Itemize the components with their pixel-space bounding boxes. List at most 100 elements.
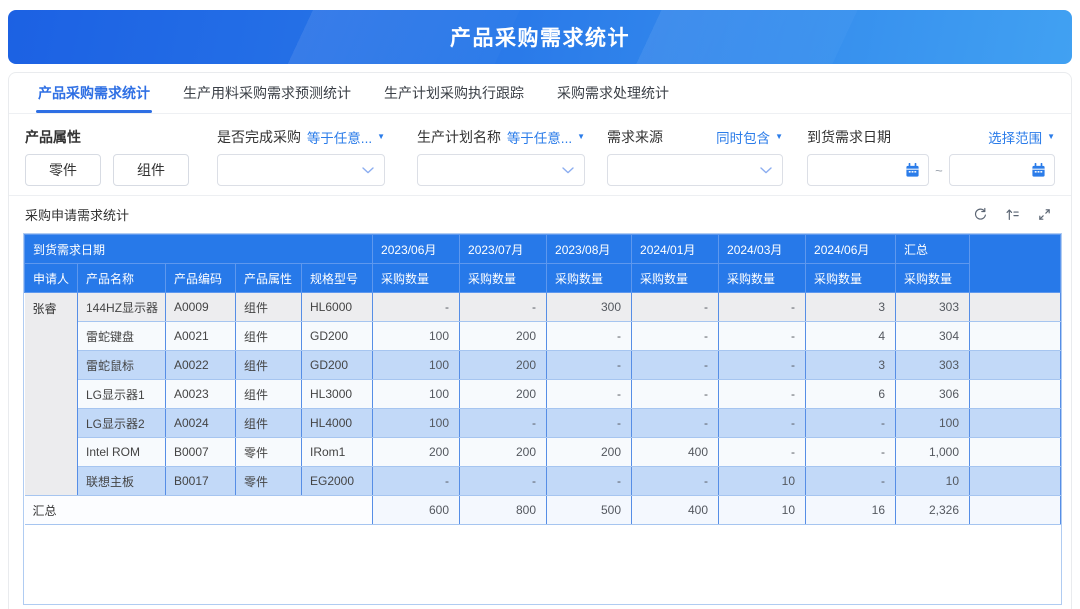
cell-product-code: A0021	[165, 321, 236, 351]
cell-product-code: A0022	[165, 350, 236, 380]
product-attribute-label: 产品属性	[25, 129, 81, 145]
cell-empty	[969, 350, 1061, 380]
arrival-date-label: 到货需求日期	[807, 129, 891, 145]
purchase-complete-operator-dropdown[interactable]: 等于任意... ▼	[307, 127, 385, 147]
cell-total: 10	[895, 466, 971, 496]
page-banner: 产品采购需求统计	[8, 10, 1072, 64]
header-qty: 采购数量	[718, 263, 807, 293]
refresh-icon[interactable]	[972, 207, 988, 223]
header-month: 2024/03月	[718, 234, 807, 264]
purchase-complete-select[interactable]	[217, 154, 385, 186]
caret-down-icon: ▼	[775, 132, 783, 141]
table-row: LG显示器1 A0023 组件 HL3000 100 200- - -6 306	[25, 379, 1061, 409]
cell-qty: 100	[372, 321, 461, 351]
header-month: 2023/07月	[459, 234, 548, 264]
demand-source-label: 需求来源	[607, 129, 663, 145]
purchase-complete-operator-text: 等于任意...	[306, 131, 373, 146]
cell-qty: 6	[805, 379, 897, 409]
cell-qty: 400	[631, 437, 720, 467]
plan-name-label: 生产计划名称	[417, 129, 501, 145]
table-row: 联想主板 B0017 零件 EG2000- - - -10-10	[25, 466, 1061, 496]
header-field: 产品属性	[235, 263, 302, 293]
calendar-icon	[906, 162, 919, 177]
cell-spec: GD200	[301, 321, 374, 351]
summary-qty: 400	[631, 495, 720, 525]
header-qty: 采购数量	[459, 263, 548, 293]
header-qty: 采购数量	[805, 263, 897, 293]
demand-source-operator-text: 同时包含	[716, 131, 771, 146]
row-height-icon[interactable]	[1004, 207, 1020, 223]
product-attr-option-part-button[interactable]: 零件	[25, 154, 101, 186]
header-field: 申请人	[24, 263, 78, 293]
plan-name-operator-dropdown[interactable]: 等于任意... ▼	[507, 127, 585, 147]
tab-material-forecast-stats[interactable]: 生产用料采购需求预测统计	[183, 85, 351, 101]
table-row: Intel ROM B0007 零件 IRom1 200 200 200 400- -1,000	[25, 437, 1061, 467]
table-header-row: 到货需求日期 2023/06月 2023/07月 2023/08月 2024/01月 20…	[24, 234, 1061, 293]
content-card: 产品采购需求统计 生产用料采购需求预测统计 生产计划采购执行跟踪 采购需求处理统…	[8, 72, 1072, 609]
product-attr-option-assembly-button[interactable]: 组件	[113, 154, 189, 186]
cell-qty: -	[718, 321, 807, 351]
plan-name-operator-text: 等于任意...	[506, 131, 573, 146]
cell-qty: 200	[459, 350, 548, 380]
cell-qty: 200	[372, 437, 461, 467]
cell-qty: -	[546, 466, 633, 496]
cell-product-name: LG显示器1	[77, 379, 166, 409]
tab-product-purchase-stats[interactable]: 产品采购需求统计	[36, 73, 152, 113]
arrival-date-start-input[interactable]	[807, 154, 930, 186]
tab-bar: 产品采购需求统计 生产用料采购需求预测统计 生产计划采购执行跟踪 采购需求处理统…	[9, 73, 1071, 114]
cell-qty: 300	[546, 292, 633, 322]
cell-qty: -	[718, 292, 807, 322]
expand-icon[interactable]	[1036, 207, 1052, 223]
cell-qty: 100	[372, 379, 461, 409]
chevron-down-icon	[562, 166, 574, 173]
cell-qty: -	[805, 466, 897, 496]
demand-source-operator-dropdown[interactable]: 同时包含 ▼	[716, 127, 783, 147]
filter-bar: 产品属性 零件 组件 是否完成采购 等于任意... ▼ 生产计划名称	[9, 114, 1071, 196]
cell-qty: -	[459, 466, 548, 496]
tab-plan-execution-tracking[interactable]: 生产计划采购执行跟踪	[384, 85, 524, 101]
cell-qty: -	[631, 408, 720, 438]
cell-empty	[969, 437, 1061, 467]
demand-source-select[interactable]	[607, 154, 783, 186]
cell-product-attr: 零件	[235, 437, 302, 467]
cell-empty	[969, 495, 1061, 525]
cell-qty: -	[459, 292, 548, 322]
cell-qty: -	[546, 350, 633, 380]
cell-product-name: 联想主板	[77, 466, 166, 496]
cell-qty: 4	[805, 321, 897, 351]
cell-applicant: 张睿	[24, 292, 78, 496]
cell-qty: -	[631, 292, 720, 322]
cell-empty	[969, 292, 1061, 322]
cell-product-attr: 组件	[235, 408, 302, 438]
cell-total: 306	[895, 379, 971, 409]
cell-product-attr: 组件	[235, 350, 302, 380]
calendar-icon	[1032, 162, 1045, 177]
plan-name-select[interactable]	[417, 154, 585, 186]
caret-down-icon: ▼	[577, 132, 585, 141]
cell-product-name: 144HZ显示器	[77, 292, 166, 322]
summary-qty: 10	[718, 495, 807, 525]
header-field: 规格型号	[300, 263, 374, 293]
cell-product-name: 雷蛇鼠标	[77, 350, 166, 380]
cell-qty: -	[718, 379, 807, 409]
cell-qty: -	[546, 321, 633, 351]
cell-spec: HL6000	[301, 292, 374, 322]
tab-demand-processing-stats[interactable]: 采购需求处理统计	[557, 85, 669, 101]
cell-spec: EG2000	[301, 466, 374, 496]
arrival-date-end-input[interactable]	[948, 154, 1055, 186]
cell-qty: -	[718, 408, 807, 438]
arrival-date-range-dropdown[interactable]: 选择范围 ▼	[988, 127, 1055, 147]
summary-label: 汇总	[24, 495, 374, 525]
cell-qty: 3	[805, 292, 897, 322]
cell-qty: 200	[546, 437, 633, 467]
filter-arrival-date: 到货需求日期 选择范围 ▼ ~	[807, 127, 1055, 186]
summary-qty: 500	[546, 495, 633, 525]
cell-product-attr: 组件	[235, 379, 302, 409]
filter-product-attribute: 产品属性 零件 组件	[25, 127, 189, 186]
cell-total: 303	[895, 350, 971, 380]
cell-qty: 200	[459, 379, 548, 409]
summary-total: 2,326	[895, 495, 971, 525]
chevron-down-icon	[362, 166, 374, 173]
header-month: 2023/08月	[546, 234, 633, 264]
filter-purchase-complete: 是否完成采购 等于任意... ▼	[217, 127, 385, 186]
